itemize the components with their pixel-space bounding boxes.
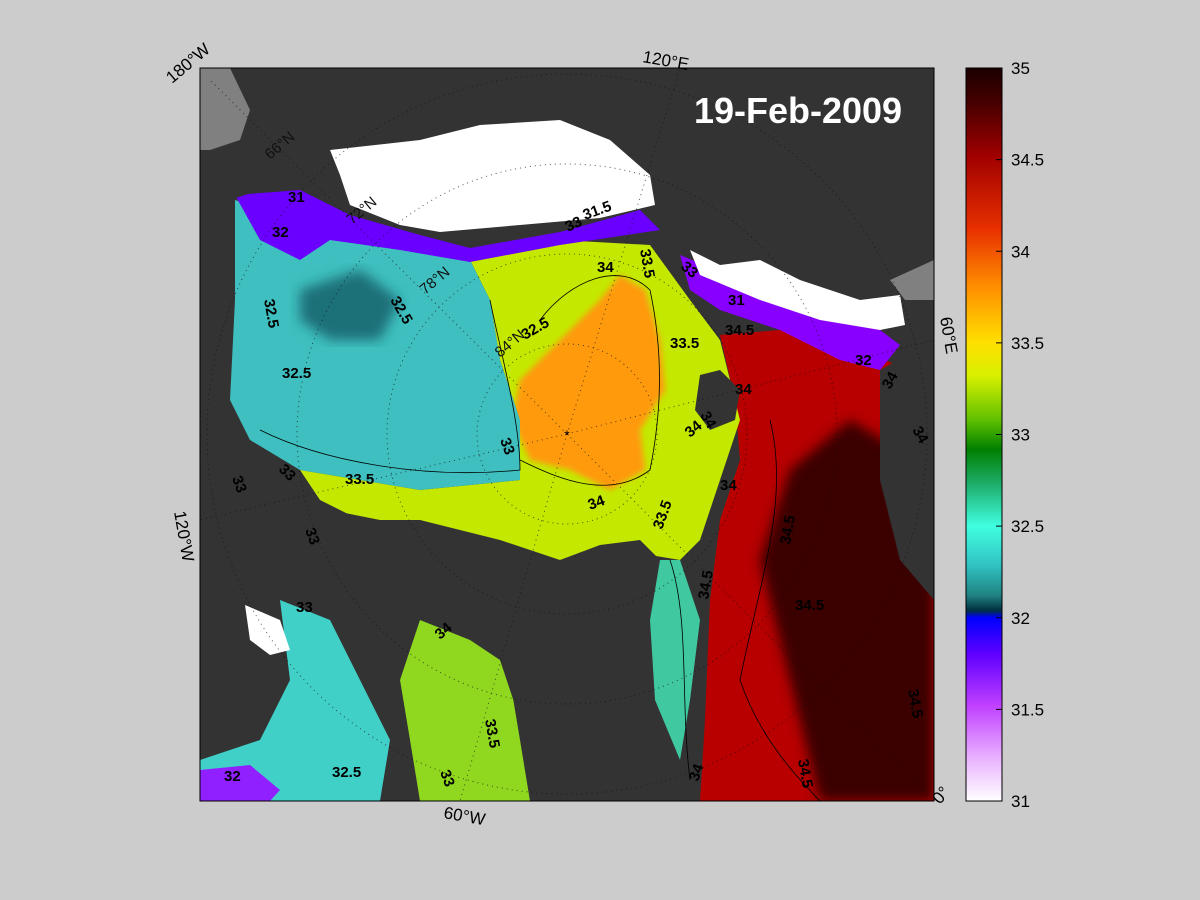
contour-label: 34.5	[794, 758, 816, 790]
kara-sea-ice	[690, 250, 905, 330]
beaufort-teal-core	[300, 270, 400, 340]
bering-purple	[200, 765, 280, 801]
contour-label: 32	[272, 224, 289, 241]
contour-label: 34	[735, 381, 752, 398]
map-frame	[199, 67, 935, 802]
baffin-green-region	[400, 620, 540, 801]
colorbar-tick-label: 34.5	[1011, 151, 1044, 170]
contour-label: 34	[686, 761, 708, 783]
graticule-84N	[476, 343, 658, 525]
contour-label: 34	[697, 409, 720, 433]
colorbar-tick-label: 32.5	[1011, 517, 1044, 536]
contour-label: 34	[909, 424, 932, 448]
svalbard-land	[695, 370, 740, 430]
contour-label: 33	[296, 599, 313, 616]
alaska-land	[200, 68, 440, 440]
colorbar: 35 34.5 34 33.5 33 32.5 32 31.5 31	[965, 59, 1044, 811]
contour-label: 34	[597, 259, 614, 276]
contour-label: 33	[496, 436, 518, 457]
contour-label: 32.5	[332, 764, 361, 781]
contour-label: 34	[586, 492, 608, 514]
contour-label: 33	[563, 213, 585, 235]
east-siberian-ice	[330, 120, 655, 232]
colorbar-tick-label: 31.5	[1011, 700, 1044, 719]
no-data-regions	[200, 68, 934, 300]
contour-label: 32	[855, 352, 872, 369]
no-data-northwest	[200, 68, 250, 150]
canadian-islands	[330, 510, 500, 610]
central-orange-region	[512, 275, 665, 490]
no-data-east	[890, 260, 934, 300]
contour-34-line	[519, 275, 660, 486]
contour-label: 34.5	[795, 597, 824, 614]
contour-label: 32	[224, 768, 241, 785]
contour-34-5-line	[739, 419, 821, 801]
date-label: 19-Feb-2009	[694, 90, 902, 131]
contour-33-line	[259, 299, 521, 474]
colorbar-tick-label: 33	[1011, 426, 1030, 445]
colorbar-tick-label: 32	[1011, 609, 1030, 628]
salinity-map: * 66°N 72°N 78°N 84°N 31 32 32.5 32.5 32…	[200, 68, 934, 801]
lon-label-120W: 120°W	[170, 509, 198, 563]
contour-label: 34.5	[904, 688, 926, 720]
graticule-78N	[386, 253, 748, 615]
north-pole-marker: *	[564, 427, 570, 443]
contour-label: 32.5	[260, 298, 282, 330]
greenland-landmass	[510, 540, 700, 801]
sea-ice	[245, 120, 905, 655]
contour-label: 34.5	[777, 514, 799, 546]
contour-label: 31	[728, 292, 745, 309]
contour-label: 34.5	[695, 569, 717, 601]
colorbar-tick-label: 34	[1011, 242, 1030, 261]
contour-label: 34	[720, 477, 737, 494]
lon-label-60W: 60°W	[442, 803, 486, 829]
contour-label: 33	[436, 768, 458, 789]
contour-label: 33.5	[481, 718, 503, 750]
colorbar-tick-label: 35	[1011, 59, 1030, 78]
contour-label: 32.5	[282, 365, 311, 382]
contour-lines	[259, 275, 821, 801]
beaufort-cyan-region	[230, 200, 520, 490]
graticule	[200, 68, 934, 801]
colorbar-tick-label: 33.5	[1011, 334, 1044, 353]
contour-label: 31	[288, 189, 305, 206]
contour-33-5-line	[669, 559, 691, 781]
colorbar-tick-label: 31	[1011, 792, 1030, 811]
graticule-72N	[296, 163, 838, 705]
contour-label: 34	[879, 368, 902, 392]
contour-label: 33.5	[636, 248, 658, 280]
canadian-archipelago-water	[200, 600, 390, 801]
lon-label-60E: 60°E	[936, 315, 961, 355]
contour-label: 33	[301, 526, 323, 547]
contour-label: 33.5	[345, 471, 374, 488]
meridian-60E	[566, 339, 934, 435]
scandinavia-land	[880, 340, 934, 600]
contour-label: 34.5	[725, 322, 754, 339]
contour-label: 33.5	[670, 335, 699, 352]
colorbar-ticks: 35 34.5 34 33.5 33 32.5 32 31.5 31	[996, 59, 1044, 811]
contour-label: 33	[228, 474, 250, 495]
hudson-ice	[245, 605, 290, 655]
graticule-66N	[206, 73, 928, 795]
siberian-purple-band	[235, 190, 660, 262]
